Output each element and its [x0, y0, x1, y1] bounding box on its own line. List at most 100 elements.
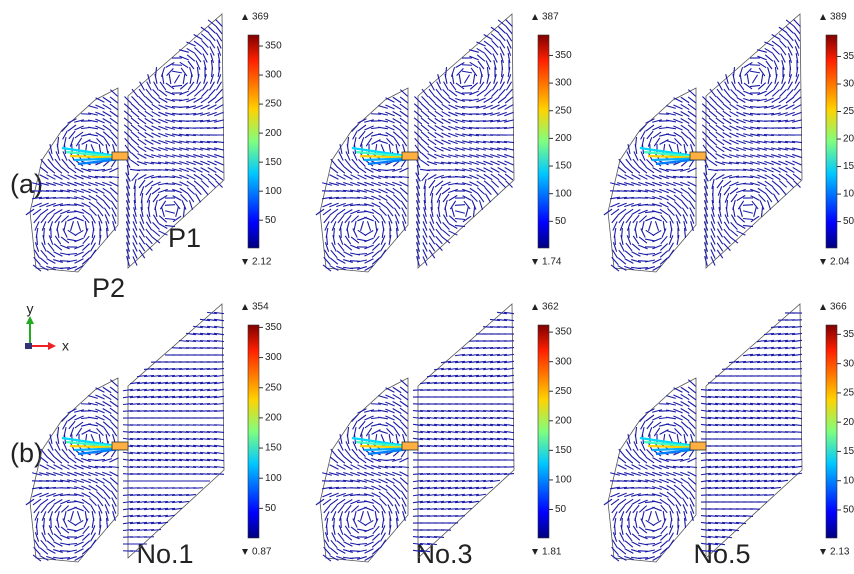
colorbar-tick-label: 300: [555, 78, 572, 89]
arrow: [160, 82, 166, 90]
arrow: [327, 235, 328, 245]
arrow: [663, 511, 665, 521]
colorbar-tick-label: 250: [265, 99, 282, 110]
arrow: [645, 253, 655, 254]
arrow: [759, 68, 765, 76]
arrow: [345, 236, 351, 244]
arrow: [42, 533, 47, 542]
arrow: [635, 228, 637, 238]
arrow: [400, 380, 407, 387]
arrow: [132, 96, 139, 103]
arrow: [110, 380, 117, 387]
arrow: [674, 98, 683, 103]
arrow: [96, 388, 105, 393]
arrow: [743, 211, 753, 213]
orifice: [112, 152, 128, 160]
arrow: [455, 516, 465, 517]
arrow: [457, 68, 464, 75]
arrow: [84, 518, 88, 527]
min-marker: [532, 549, 538, 555]
arrow: [61, 457, 69, 463]
arrow: [421, 111, 429, 117]
arrow: [169, 74, 171, 84]
arrow: [653, 520, 662, 525]
arrow: [479, 200, 482, 210]
arrow: [381, 235, 385, 244]
arrow: [352, 124, 359, 131]
arrow: [54, 252, 63, 256]
arrow: [325, 221, 329, 230]
arrow: [55, 526, 61, 534]
arrow: [61, 237, 69, 243]
arrow: [364, 528, 373, 532]
arrow: [194, 181, 202, 187]
arrow: [652, 528, 661, 532]
arrow: [152, 188, 160, 194]
colorbar-tick-label: 50: [265, 215, 277, 226]
arrow: [380, 498, 387, 505]
min-marker: [820, 549, 826, 555]
arrow: [378, 141, 388, 144]
arrow: [67, 543, 77, 544]
arrow: [752, 75, 757, 84]
arrow: [330, 457, 338, 463]
colorbar-max: 387: [542, 12, 559, 23]
arrow: [645, 239, 655, 241]
colorbar-tick-label: 100: [843, 475, 854, 486]
arrow: [743, 205, 753, 206]
arrow: [422, 173, 428, 181]
arrow: [670, 228, 672, 238]
arrow: [653, 132, 661, 138]
arrow: [793, 97, 801, 103]
arrow: [353, 421, 358, 430]
arrow: [669, 525, 673, 534]
arrow: [354, 221, 356, 231]
arrow: [635, 144, 637, 154]
arrow: [455, 225, 465, 226]
orifice: [402, 152, 418, 160]
arrow: [208, 97, 216, 103]
arrow: [443, 215, 448, 224]
arrow: [359, 131, 365, 139]
arrow: [131, 160, 139, 166]
arrow: [455, 211, 465, 213]
annotation: P2: [92, 273, 125, 303]
arrow: [430, 82, 435, 91]
arrow: [615, 525, 616, 535]
arrow: [96, 202, 103, 209]
arrow: [618, 457, 626, 463]
arrow: [67, 529, 77, 531]
arrow: [688, 380, 695, 387]
axis-triad: y x: [25, 301, 69, 354]
arrow: [332, 243, 337, 252]
arrow: [647, 421, 653, 429]
arrow: [709, 104, 716, 111]
arrow: [181, 194, 188, 201]
arrow: [63, 228, 67, 237]
arrow: [74, 528, 83, 532]
arrow: [357, 529, 367, 531]
arrow: [645, 211, 655, 212]
arrow: [485, 82, 490, 91]
arrow: [194, 90, 201, 97]
arrow: [401, 131, 408, 138]
arrow: [485, 194, 490, 203]
arrow: [492, 89, 499, 96]
min-marker: [532, 259, 538, 265]
colorbar-tick-label: 300: [555, 356, 572, 367]
arrow: [639, 506, 646, 513]
arrow: [428, 111, 436, 117]
arrow: [718, 186, 722, 195]
arrow: [350, 558, 360, 559]
arrow: [618, 499, 626, 505]
arrow: [717, 243, 723, 251]
arrow: [364, 238, 373, 242]
arrow: [357, 211, 367, 212]
arrow: [56, 151, 60, 160]
arrow: [330, 167, 338, 173]
arrow: [790, 67, 791, 77]
arrow: [337, 167, 345, 173]
arrow: [645, 543, 655, 544]
arrow: [153, 89, 160, 96]
max-marker: [532, 14, 538, 20]
